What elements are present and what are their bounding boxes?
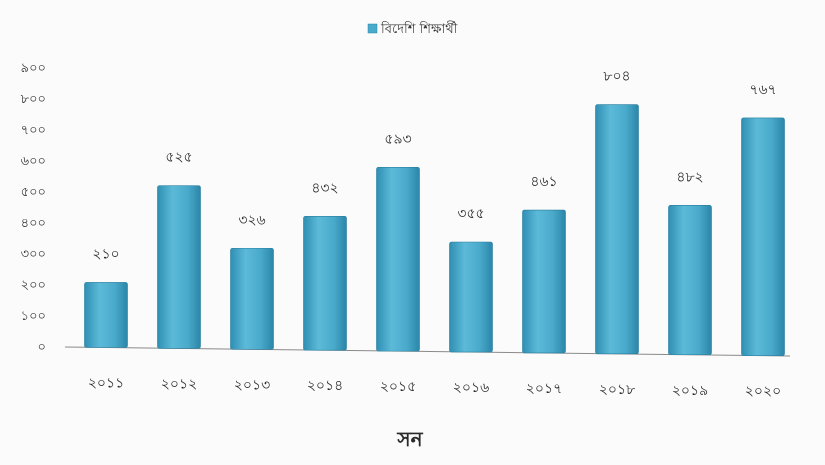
data-label: ৫৯৩	[384, 131, 411, 147]
data-label: ৫২৫	[165, 150, 192, 166]
x-tick-label: ২০১৫	[380, 379, 416, 395]
y-axis: ০ ১০০ ২০০ ৩০০ ৪০০ ৫০০ ৬০০ ৭০০ ৮০০ ৯০০	[21, 61, 46, 355]
x-axis: ২০১১ ২০১২ ২০১৩ ২০১৪ ২০১৫ ২০১৬ ২০১৭ ২০১৮ ২০১৯ ২০২০	[88, 376, 781, 400]
y-tick-label: ৫০০	[21, 185, 46, 200]
bar	[303, 216, 347, 351]
data-label: ২১০	[92, 246, 119, 262]
x-axis-title: সন	[396, 427, 423, 451]
y-tick-label: ৯০০	[21, 61, 46, 76]
x-tick-label: ২০২০	[745, 384, 781, 400]
data-label: ৭৬৭	[749, 82, 776, 98]
x-tick-label: ২০১৯	[672, 383, 708, 399]
data-label: ৪৮২	[676, 169, 703, 185]
x-tick-label: ২০১৪	[307, 378, 343, 394]
y-tick-label: ৩০০	[21, 247, 46, 262]
x-tick-label: ২০১৭	[526, 381, 562, 397]
bar	[449, 241, 493, 353]
x-tick-label: ২০১৩	[234, 377, 270, 393]
y-tick-label: ৪০০	[21, 216, 46, 231]
x-tick-label: ২০১১	[88, 376, 124, 392]
data-labels: ২১০ ৫২৫ ৩২৬ ৪৩২ ৫৯৩ ৩৫৫ ৪৬১ ৮০৪ ৪৮২ ৭৬৭	[92, 69, 776, 263]
legend: বিদেশি শিক্ষার্থী	[367, 21, 458, 37]
bars	[84, 104, 785, 356]
bar	[84, 282, 128, 348]
bar	[376, 167, 420, 352]
bar	[595, 104, 639, 355]
y-tick-label: ০	[38, 340, 46, 355]
bar	[230, 247, 274, 350]
data-label: ৩৫৫	[457, 206, 484, 222]
y-tick-label: ৮০০	[21, 92, 46, 107]
bar	[157, 185, 201, 349]
data-label: ৮০৪	[603, 69, 630, 85]
x-tick-label: ২০১২	[161, 376, 197, 392]
data-label: ৪৩২	[311, 180, 338, 196]
y-tick-label: ৭০০	[21, 123, 46, 138]
x-tick-label: ২০১৬	[453, 380, 489, 396]
legend-swatch	[367, 23, 378, 34]
legend-entry: বিদেশি শিক্ষার্থী	[380, 21, 458, 37]
y-tick-label: ৬০০	[21, 154, 46, 169]
data-label: ৪৬১	[530, 174, 557, 190]
bar	[522, 209, 566, 354]
data-label: ৩২৬	[238, 212, 265, 228]
x-tick-label: ২০১৮	[599, 382, 635, 398]
y-tick-label: ১০০	[21, 309, 46, 324]
bar	[741, 117, 785, 356]
bar	[668, 205, 712, 356]
y-tick-label: ২০০	[21, 278, 46, 293]
